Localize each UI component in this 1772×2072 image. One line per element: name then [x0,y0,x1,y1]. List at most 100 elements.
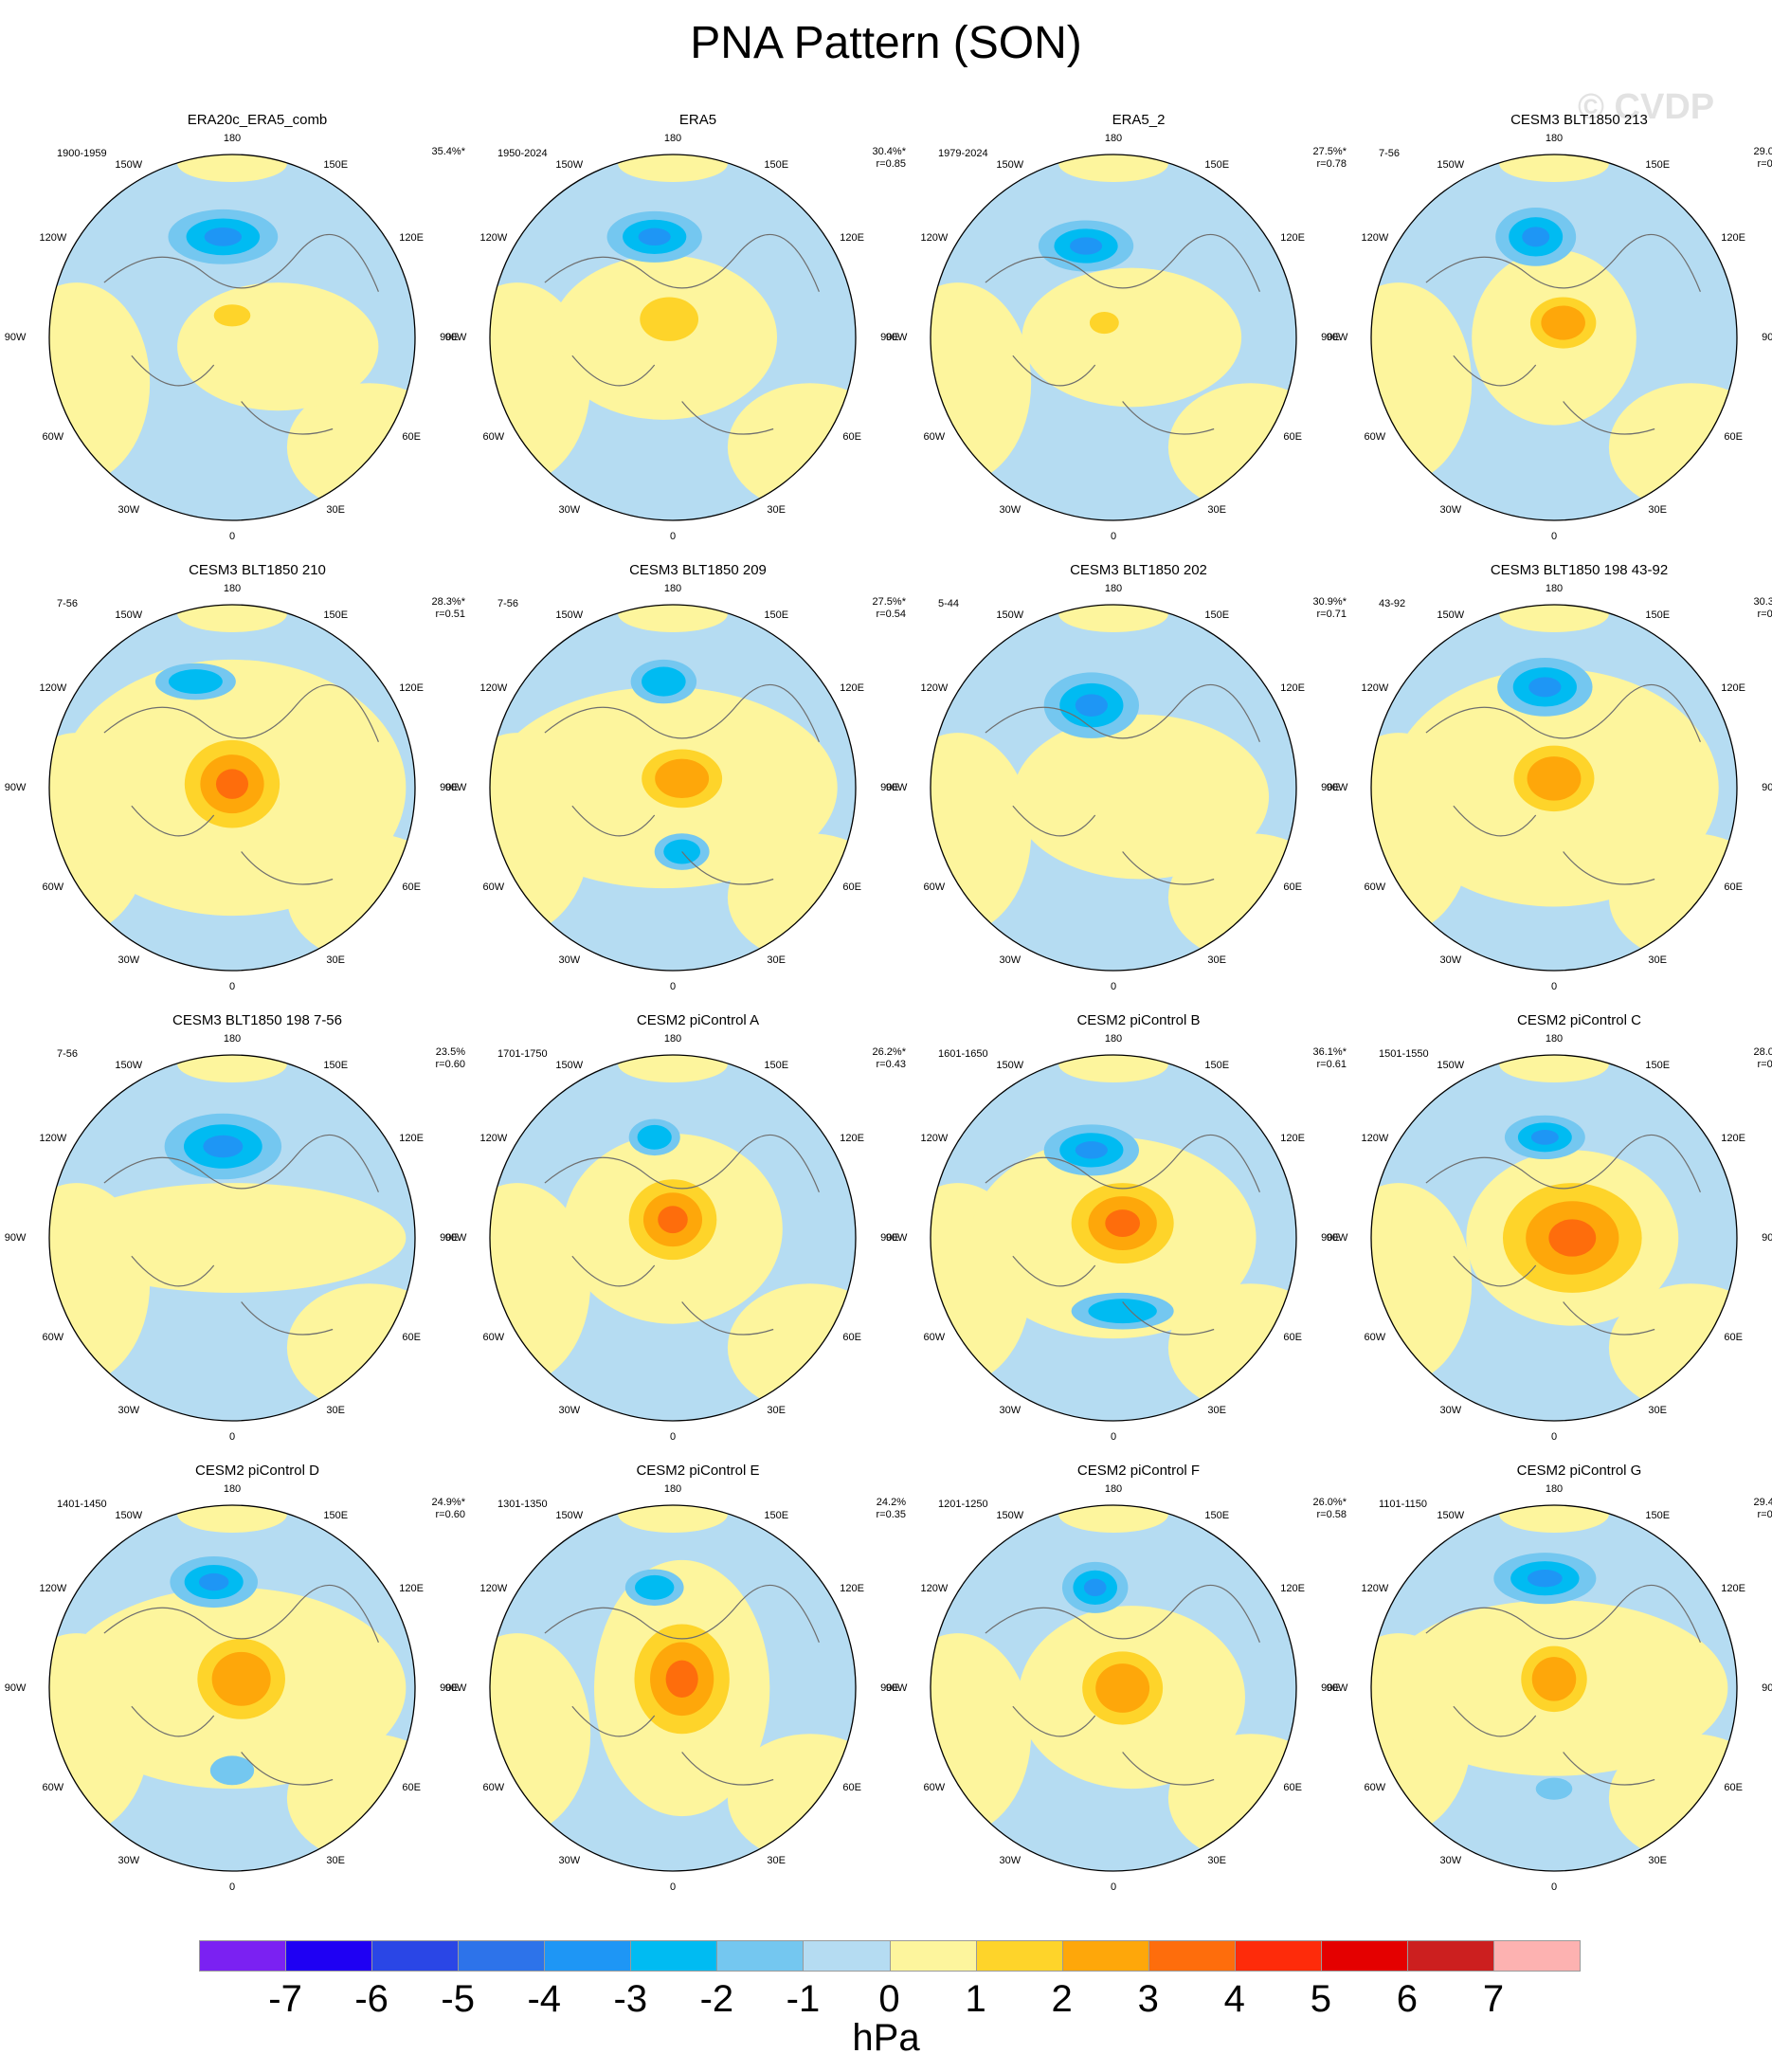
longitude-label: 90W [4,1682,27,1694]
negative-anomaly-contour [642,666,686,697]
longitude-label: 90E [440,782,459,793]
polar-stereographic-map [930,604,1297,972]
positive-anomaly-contour [640,297,699,341]
longitude-label: 90W [1326,1682,1348,1694]
longitude-label: 0 [669,1881,677,1893]
longitude-label: 150E [323,159,349,172]
panel-years: 1301-1350 [497,1499,548,1510]
longitude-label: 150W [996,609,1024,622]
longitude-label: 180 [1545,133,1564,144]
coastline [544,233,820,435]
positive-anomaly-contour [1095,1663,1150,1713]
panel-percent-variance: 29.4%* [1753,1497,1772,1508]
panel-years: 1501-1550 [1379,1048,1429,1060]
panel-stats: 35.4%* [432,146,465,158]
positive-anomaly-region [1371,1183,1473,1385]
panel-pattern-correlation: r=0.60 [435,1059,466,1070]
polar-stereographic-map [930,1504,1297,1872]
longitude-label: 0 [669,531,677,542]
panel-stats: 27.5%* r=0.78 [1313,146,1347,171]
longitude-label: 150W [1437,1060,1465,1072]
longitude-label: 60E [842,431,861,443]
longitude-label: 150W [115,159,143,172]
longitude-label: 30W [1439,1404,1462,1416]
panel-years: 1401-1450 [57,1499,107,1510]
longitude-label: 0 [1550,981,1558,992]
colorbar-swatch [458,1940,546,1972]
map-panel: CESM2 piControl G 1101-1150 29.4%*r=0.61 18… [1327,1463,1772,1913]
polar-stereographic-map [48,1504,416,1872]
longitude-label: 60E [1724,431,1743,443]
longitude-label: 120W [39,1133,67,1144]
positive-anomaly-region [1058,1505,1168,1533]
longitude-label: 180 [1545,1033,1564,1045]
longitude-label: 90W [885,332,908,343]
longitude-label: 150W [996,1510,1024,1522]
longitude-label: 90E [880,332,899,343]
positive-anomaly-region [1058,1055,1168,1082]
longitude-label: 150W [996,159,1024,172]
longitude-label: 90E [880,782,899,793]
polar-stereographic-map [489,154,857,521]
longitude-label: 30W [1439,503,1462,516]
longitude-label: 120W [920,1133,949,1144]
colorbar-tick-label: 7 [1482,1978,1505,2020]
positive-anomaly-region [931,1633,1032,1835]
positive-anomaly-region [1499,154,1609,182]
negative-anomaly-contour [203,1135,244,1158]
colorbar-swatch [1406,1940,1494,1972]
positive-anomaly-region [1499,605,1609,632]
map-panel: CESM3 BLT1850 210 7-56 28.3%* r=0.51 180 150E… [5,562,477,1012]
map-border [48,604,416,972]
longitude-label: 90E [1321,1232,1340,1244]
positive-anomaly-contour [211,1651,271,1706]
coastline [985,1584,1260,1786]
longitude-label: 0 [1550,1431,1558,1443]
longitude-label: 60W [42,1782,64,1793]
longitude-label: 120W [1361,682,1389,694]
panel-years: 1979-2024 [938,148,988,159]
longitude-label: 150W [115,1510,143,1522]
colorbar-swatch [630,1940,718,1972]
panel-percent-variance: 27.5%* [872,596,906,608]
panel-stats: 23.5% r=0.60 [436,1046,466,1071]
longitude-label: 150E [764,1060,789,1072]
colorbar-swatch [1320,1940,1408,1972]
panel-pattern-correlation: r=0.51 [435,609,466,620]
longitude-label: 30E [1648,954,1667,966]
map-border [1370,1054,1738,1422]
longitude-label: 60W [923,1782,946,1793]
longitude-label: 60W [1364,431,1386,443]
longitude-label: 30E [767,503,786,516]
positive-anomaly-region [1058,154,1168,182]
longitude-label: 60E [1283,882,1302,893]
coastline [544,1134,820,1336]
longitude-label: 120W [1361,1133,1389,1144]
panel-years: 1950-2024 [497,148,548,159]
longitude-label: 150E [1645,609,1671,622]
longitude-label: 150W [555,159,584,172]
longitude-label: 90E [1321,332,1340,343]
longitude-label: 180 [663,1033,682,1045]
coastline [1425,683,1701,885]
longitude-label: 0 [228,531,236,542]
panel-stats: 26.2%* r=0.43 [873,1046,906,1071]
polar-stereographic-map [48,154,416,521]
panel-percent-variance: 24.9%* [431,1497,465,1508]
longitude-label: 30W [999,503,1022,516]
longitude-label: 150W [1437,1510,1465,1522]
map-panel: ERA5 1950-2024 30.4%* r=0.85 180 150E 120E 90E 6… [445,112,917,562]
longitude-label: 30E [326,503,345,516]
panel-stats: 24.9%* r=0.60 [432,1497,465,1521]
positive-anomaly-region [727,1283,856,1412]
panel-percent-variance: 24.2% [876,1497,906,1508]
longitude-label: 150W [115,609,143,622]
longitude-label: 60W [1364,1332,1386,1343]
colorbar-tick-label: -2 [699,1978,734,2020]
panel-stats: 30.4%* r=0.85 [873,146,906,171]
panel-percent-variance: 23.5% [435,1046,465,1058]
longitude-label: 180 [1104,1483,1123,1495]
panel-title: CESM2 piControl C [1517,1012,1641,1028]
panel-stats: 30.9%* r=0.71 [1313,596,1347,621]
longitude-label: 180 [1545,1483,1564,1495]
